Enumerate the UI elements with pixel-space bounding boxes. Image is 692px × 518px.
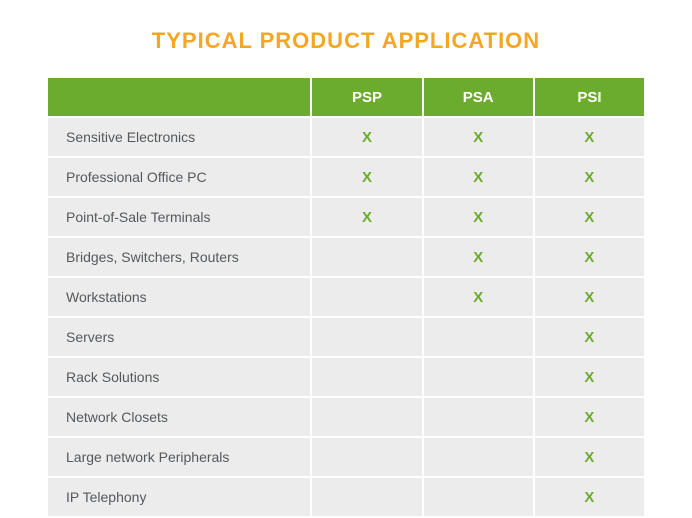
mark-cell: X xyxy=(424,158,533,196)
page-title: TYPICAL PRODUCT APPLICATION xyxy=(46,28,646,54)
table-row: Professional Office PCXXX xyxy=(48,158,644,196)
column-header: PSA xyxy=(424,78,533,116)
table-row: Workstations XX xyxy=(48,278,644,316)
table-row: Large network Peripherals X xyxy=(48,438,644,476)
row-label: Point-of-Sale Terminals xyxy=(48,198,310,236)
mark-cell xyxy=(312,238,421,276)
mark-cell: X xyxy=(312,158,421,196)
mark-cell xyxy=(312,278,421,316)
mark-cell xyxy=(424,478,533,516)
table-row: Servers X xyxy=(48,318,644,356)
mark-cell: X xyxy=(424,278,533,316)
mark-cell: X xyxy=(535,198,644,236)
mark-cell: X xyxy=(535,278,644,316)
row-label: Rack Solutions xyxy=(48,358,310,396)
mark-cell xyxy=(312,318,421,356)
column-header: PSP xyxy=(312,78,421,116)
table-row: Bridges, Switchers, Routers XX xyxy=(48,238,644,276)
mark-cell xyxy=(312,398,421,436)
table-row: Point-of-Sale TerminalsXXX xyxy=(48,198,644,236)
mark-cell: X xyxy=(424,198,533,236)
mark-cell: X xyxy=(535,398,644,436)
table-row: Rack Solutions X xyxy=(48,358,644,396)
table-row: Network Closets X xyxy=(48,398,644,436)
mark-cell xyxy=(424,318,533,356)
mark-cell: X xyxy=(535,438,644,476)
application-table: PSP PSA PSI Sensitive ElectronicsXXXProf… xyxy=(46,76,646,518)
row-label: Bridges, Switchers, Routers xyxy=(48,238,310,276)
row-label: IP Telephony xyxy=(48,478,310,516)
row-label: Workstations xyxy=(48,278,310,316)
mark-cell: X xyxy=(535,118,644,156)
mark-cell xyxy=(312,438,421,476)
mark-cell: X xyxy=(312,118,421,156)
row-label: Network Closets xyxy=(48,398,310,436)
mark-cell xyxy=(424,358,533,396)
mark-cell xyxy=(424,438,533,476)
row-label: Sensitive Electronics xyxy=(48,118,310,156)
mark-cell xyxy=(312,358,421,396)
mark-cell: X xyxy=(424,118,533,156)
column-header: PSI xyxy=(535,78,644,116)
mark-cell: X xyxy=(535,158,644,196)
mark-cell xyxy=(312,478,421,516)
row-label: Professional Office PC xyxy=(48,158,310,196)
table-header-row: PSP PSA PSI xyxy=(48,78,644,116)
row-label: Large network Peripherals xyxy=(48,438,310,476)
table-row: Sensitive ElectronicsXXX xyxy=(48,118,644,156)
mark-cell: X xyxy=(312,198,421,236)
mark-cell: X xyxy=(535,478,644,516)
mark-cell: X xyxy=(535,318,644,356)
header-blank xyxy=(48,78,310,116)
table-row: IP Telephony X xyxy=(48,478,644,516)
mark-cell: X xyxy=(424,238,533,276)
mark-cell: X xyxy=(535,358,644,396)
mark-cell xyxy=(424,398,533,436)
row-label: Servers xyxy=(48,318,310,356)
mark-cell: X xyxy=(535,238,644,276)
